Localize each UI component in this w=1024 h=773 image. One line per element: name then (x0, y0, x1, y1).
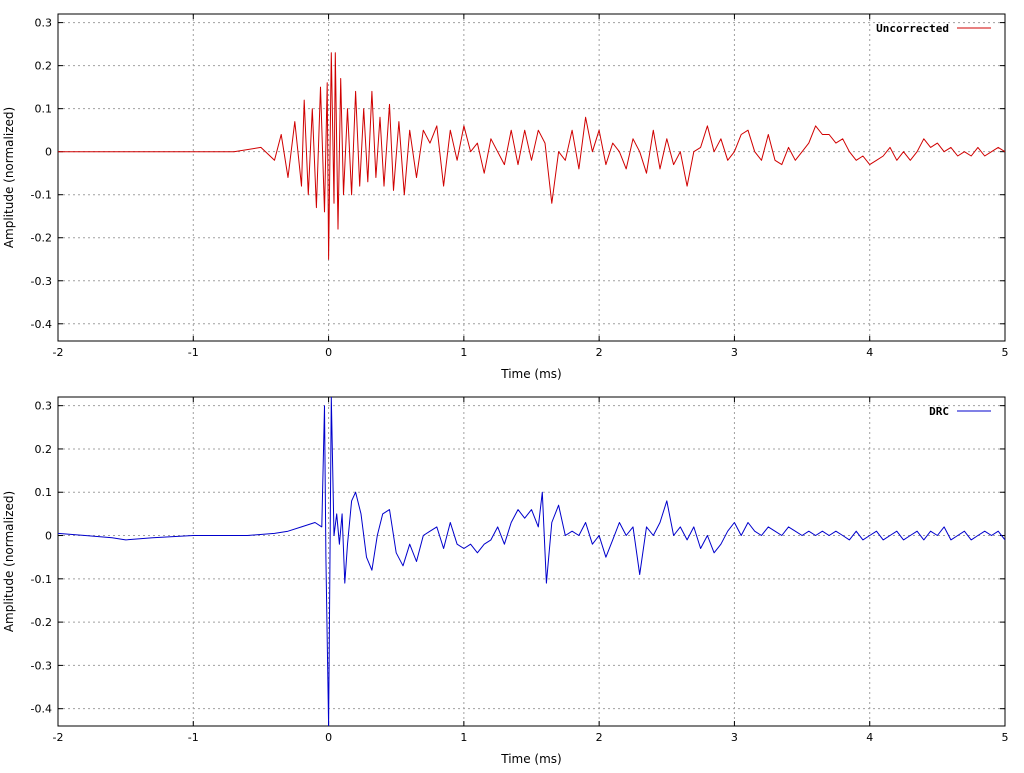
x-tick-label: 1 (460, 346, 467, 359)
x-tick-label: 3 (731, 731, 738, 744)
y-tick-label: 0.1 (35, 486, 53, 499)
y-tick-label: 0 (45, 530, 52, 543)
series-line-drc (58, 397, 1005, 726)
x-tick-label: -1 (188, 731, 199, 744)
x-tick-label: 2 (596, 346, 603, 359)
plot-frame (57, 396, 1006, 727)
y-tick-label: -0.3 (31, 275, 52, 288)
x-axis-label: Time (ms) (500, 367, 562, 381)
y-tick-label: 0.2 (35, 443, 53, 456)
x-axis-label: Time (ms) (500, 752, 562, 766)
x-tick-label: 0 (325, 346, 332, 359)
x-tick-label: 4 (866, 731, 873, 744)
x-tick-label: 5 (1002, 346, 1009, 359)
x-tick-label: 1 (460, 731, 467, 744)
x-tick-label: -2 (53, 731, 64, 744)
plot-frame (57, 13, 1006, 342)
x-tick-label: 3 (731, 346, 738, 359)
chart-panel-uncorrected: Time (ms) Amplitude (normalized) Uncorre… (2, 13, 1009, 381)
x-tick-label: -2 (53, 346, 64, 359)
y-tick-label: -0.4 (31, 318, 52, 331)
chart-panel-drc: Time (ms) Amplitude (normalized) DRC -2 -… (2, 396, 1009, 766)
x-tick-label: 5 (1002, 731, 1009, 744)
legend-label: Uncorrected (876, 22, 949, 35)
y-tick-label: 0.1 (35, 103, 53, 116)
y-tick-label: -0.4 (31, 703, 52, 716)
x-tick-label: 0 (325, 731, 332, 744)
x-tick-label: 2 (596, 731, 603, 744)
series-line-uncorrected (58, 52, 1005, 260)
y-tick-label: 0.2 (35, 60, 53, 73)
x-tick-label: 4 (866, 346, 873, 359)
y-tick-label: -0.3 (31, 659, 52, 672)
y-tick-label: -0.1 (31, 573, 52, 586)
legend-label: DRC (929, 405, 949, 418)
y-tick-label: 0.3 (35, 400, 53, 413)
y-tick-label: -0.1 (31, 189, 52, 202)
y-tick-label: 0 (45, 146, 52, 159)
y-tick-label: 0.3 (35, 17, 53, 30)
x-tick-label: -1 (188, 346, 199, 359)
y-axis-label: Amplitude (normalized) (2, 107, 16, 248)
grid (58, 14, 1005, 341)
y-tick-label: -0.2 (31, 232, 52, 245)
grid (58, 397, 1005, 726)
y-axis-label: Amplitude (normalized) (2, 491, 16, 632)
y-tick-label: -0.2 (31, 616, 52, 629)
